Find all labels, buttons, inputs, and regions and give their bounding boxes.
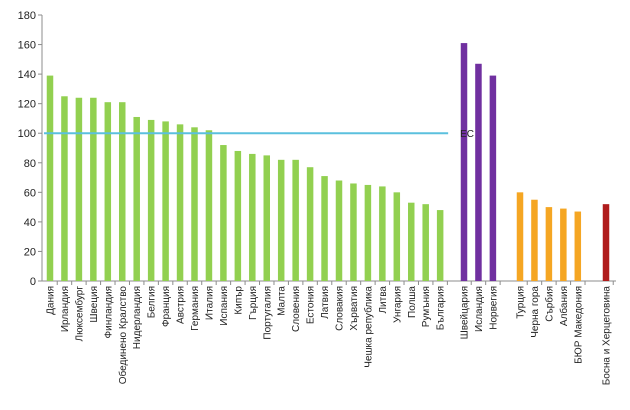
x-tick-label: Австрия [176,286,187,324]
x-tick-label: Черна гора [530,286,541,338]
x-tick-label: Франция [161,286,172,327]
bar [531,199,538,281]
x-tick-label: Финландия [103,286,114,338]
y-tick-label: 40 [24,217,36,229]
x-tick-label: БЮР Македония [573,286,584,364]
bar [422,204,429,281]
bar [560,208,567,281]
y-tick-label: 160 [18,40,36,52]
x-tick-label: Полша [407,286,418,318]
x-tick-label: Люксембург [73,286,85,342]
x-tick-label: България [436,286,447,330]
bar [364,184,372,281]
x-tick-label: Румъния [421,286,432,327]
x-tick-label: Германия [190,286,201,331]
bar [176,124,184,281]
bar [277,159,285,281]
y-tick-label: 120 [18,99,36,111]
x-tick-label: Кипър [233,286,244,315]
bar [191,127,198,281]
bar [350,183,357,281]
x-tick-labels: Дания Ирландия Люксембург Швеция Финландия Об… [46,286,613,386]
x-tick-label: Словения [291,286,302,332]
bar [379,186,386,281]
bar [205,130,213,281]
x-tick-label: Белгия [147,286,158,318]
bar [475,63,482,281]
x-tick-label: Швейцария [460,286,471,339]
bar [234,150,242,281]
x-tick-label: Обединено Кралство [117,286,129,385]
y-tick-label: 80 [24,158,36,170]
y-axis: 0 20 40 60 80 100 120 140 160 180 [18,10,43,288]
x-tick-label: Испания [219,286,230,326]
bar [408,202,415,281]
x-tick-label: Албания [558,286,570,326]
bar [516,192,524,281]
bar [46,75,54,281]
x-tick-label: Португалия [262,286,273,340]
bar [90,97,97,281]
x-tick-label: Швеция [89,286,100,323]
reference-line-group: ЕС [44,129,474,140]
bar [104,102,112,281]
x-tick-label: Исландия [474,286,485,332]
x-tick-label: Дания [46,286,57,315]
bar [119,102,126,281]
bar [133,116,140,281]
x-tick-label: Сърбия [543,286,555,322]
y-tick-label: 140 [18,69,36,81]
x-tick-label: Италия [204,286,215,320]
bar [602,204,610,281]
bar [436,210,444,281]
x-tick-label: Гърция [248,286,259,320]
x-tick-label: Норвегия [488,286,499,330]
x-axis [42,280,616,285]
bar [263,155,270,281]
bar [335,180,343,281]
y-tick-label: 100 [18,128,36,140]
bar [292,159,299,281]
bar [574,211,582,281]
y-tick-label: 60 [24,187,36,199]
bar [75,97,83,281]
x-tick-label: Словакия [335,286,346,331]
bar [249,153,256,281]
x-tick-label: Латвия [320,286,331,319]
y-tick-label: 20 [24,246,36,258]
x-tick-label: Унгария [392,286,403,323]
reference-line-label: ЕС [460,129,474,140]
x-tick-label: Естония [306,286,317,324]
x-tick-label: Чешка република [362,286,374,368]
bar [489,75,497,281]
bar [162,121,169,282]
x-tick-label: Малта [277,286,288,316]
bar [321,176,328,281]
x-tick-label: Нидерландия [132,286,143,349]
x-tick-label: Турция [516,286,527,319]
x-tick-label: Литва [378,286,389,314]
x-tick-label: Хърватия [349,286,360,331]
bar [61,96,68,281]
bar [460,43,468,281]
bar [147,119,155,281]
bar [545,207,553,281]
bar [393,192,401,281]
y-tick-label: 180 [18,10,36,22]
y-tick-label: 0 [30,276,36,288]
bar [220,145,227,281]
bars [46,43,610,282]
x-tick-label: Босна и Херцеговина [602,286,613,386]
x-tick-label: Ирландия [60,286,71,332]
bar [306,167,314,281]
